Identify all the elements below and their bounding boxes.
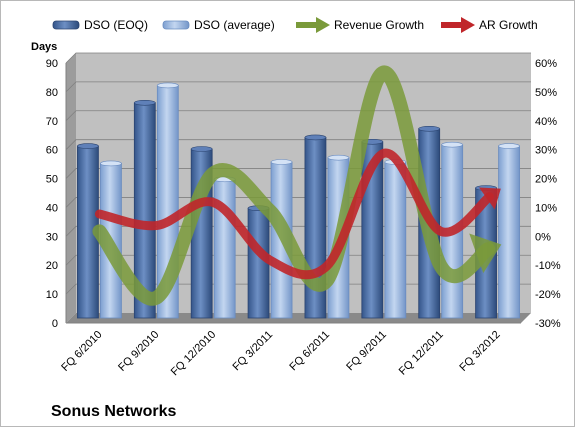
y2-tick-label: -10%: [535, 260, 561, 272]
legend-item: Revenue Growth: [296, 17, 424, 33]
bar-dso-average: [384, 159, 407, 319]
legend-swatch: [52, 20, 80, 30]
y-tick-label: 90: [46, 58, 58, 70]
gridline: [65, 52, 531, 64]
y2-tick-label: -30%: [535, 318, 561, 330]
side-wall: [66, 53, 76, 323]
ar-growth-line: [94, 148, 494, 280]
y-tick-label: 0: [52, 318, 58, 330]
y2-tick-label: -20%: [535, 289, 561, 301]
floor: [66, 313, 531, 323]
y2-tick-label: 10%: [535, 202, 557, 214]
legend-item: DSO (average): [162, 18, 275, 32]
x-tick-label: FQ 12/2011: [397, 329, 446, 378]
y2-tick-label: 50%: [535, 87, 557, 99]
y2-tick-label: 20%: [535, 174, 557, 186]
y-tick-label: 40: [46, 202, 58, 214]
y-tick-label: 20: [46, 260, 58, 272]
y-tick-label: 10: [46, 289, 58, 301]
legend-label: DSO (EOQ): [84, 18, 148, 32]
y-tick-label: 50: [46, 174, 58, 186]
y-tick-label: 60: [46, 145, 58, 157]
legend-label: DSO (average): [194, 18, 275, 32]
x-tick-label: FQ 12/2010: [169, 329, 219, 379]
legend-label: Revenue Growth: [334, 18, 424, 32]
revenue-growth-arrowhead: [469, 233, 502, 274]
legend-arrow: [461, 17, 475, 33]
legend-item: DSO (EOQ): [52, 18, 148, 32]
legend-item: AR Growth: [441, 17, 538, 33]
chart-title: Sonus Networks: [51, 403, 176, 420]
bar-dso-average: [213, 176, 236, 319]
y2-tick-label: 40%: [535, 116, 557, 128]
legend-arrow: [316, 17, 330, 33]
x-tick-label: FQ 3/2012: [457, 329, 502, 374]
x-tick-label: FQ 3/2011: [231, 329, 276, 374]
y2-tick-label: 60%: [535, 58, 557, 70]
y-tick-label: 30: [46, 231, 58, 243]
ar-growth-arrowhead: [479, 187, 501, 210]
x-tick-label: FQ 9/2010: [116, 329, 161, 374]
y-axis-title: Days: [31, 41, 57, 53]
y2-tick-label: 0%: [535, 231, 551, 243]
y2-tick-label: 30%: [535, 145, 557, 157]
y-tick-label: 70: [46, 116, 58, 128]
legend-label: AR Growth: [479, 18, 538, 32]
bar-dso-average: [498, 143, 520, 319]
x-tick-label: FQ 6/2010: [59, 329, 104, 374]
x-tick-label: FQ 9/2011: [344, 329, 389, 374]
x-tick-label: FQ 6/2011: [287, 329, 332, 374]
bar-dso-eoq: [133, 99, 156, 319]
gridline: [65, 110, 531, 122]
y-tick-label: 80: [46, 87, 58, 99]
legend-swatch: [162, 20, 190, 30]
